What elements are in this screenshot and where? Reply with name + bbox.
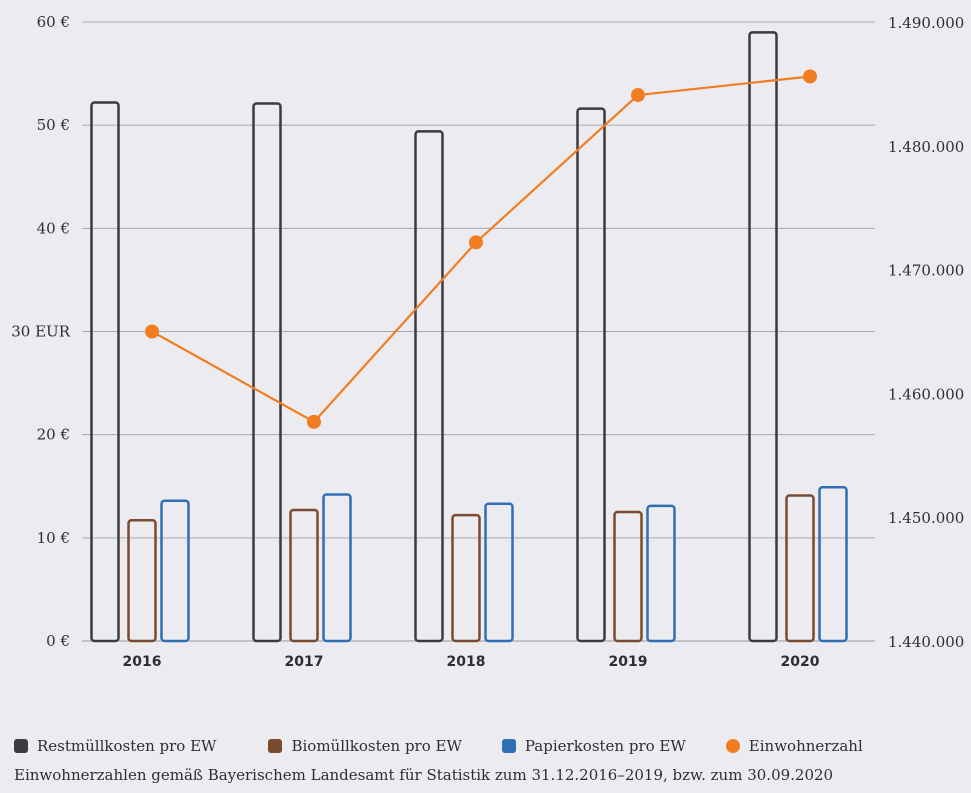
legend-item-papier[interactable]: Papierkosten pro EW (501, 737, 686, 755)
legend: Restmüllkosten pro EW Biomüllkosten pro … (14, 737, 903, 755)
y-axis-left: 0 € 10 € 20 € 30 EUR 40 € 50 € 60 € (11, 13, 70, 650)
x-tick-label: 2016 (123, 654, 162, 670)
bar-papier (646, 504, 676, 643)
legend-label: Biomüllkosten pro EW (291, 737, 462, 755)
y-left-tick-label: 60 € (37, 13, 70, 31)
y-left-tick-label: 50 € (37, 116, 70, 134)
y-axis-right: 1.440.000 1.450.000 1.460.000 1.470.000 1.48… (888, 14, 964, 651)
population-line (145, 69, 817, 429)
bar-restmuell (414, 130, 444, 643)
bars (90, 31, 848, 643)
bar-papier (322, 493, 352, 643)
y-right-tick-label: 1.470.000 (888, 262, 964, 280)
bar-biomuell (127, 519, 157, 643)
source-note: Einwohnerzahlen gemäß Bayerischem Landes… (14, 766, 834, 784)
population-point (469, 235, 483, 250)
population-point (307, 414, 321, 429)
x-tick-label: 2019 (609, 654, 648, 670)
bar-restmuell (252, 102, 282, 643)
legend-swatch (268, 739, 283, 753)
legend-swatch (14, 739, 28, 753)
x-tick-label: 2018 (447, 654, 486, 670)
y-right-tick-label: 1.490.000 (888, 14, 964, 32)
legend-label: Restmüllkosten pro EW (37, 737, 217, 755)
gridlines (82, 21, 875, 642)
bar-biomuell (613, 510, 643, 643)
bar-restmuell (576, 107, 606, 643)
y-left-tick-label: 40 € (37, 219, 70, 237)
x-tick-label: 2020 (781, 654, 820, 670)
population-point (803, 69, 817, 84)
legend-swatch (725, 739, 740, 753)
legend-item-restmuell[interactable]: Restmüllkosten pro EW (14, 737, 216, 755)
y-left-tick-label: 30 EUR (11, 323, 70, 341)
bar-restmuell (748, 31, 778, 643)
bar-papier (818, 486, 848, 643)
population-point (145, 324, 159, 339)
y-right-tick-label: 1.450.000 (888, 509, 964, 527)
y-right-tick-label: 1.440.000 (888, 633, 964, 651)
legend-item-biomuell[interactable]: Biomüllkosten pro EW (268, 737, 462, 755)
population-point (631, 88, 645, 103)
bar-biomuell (289, 508, 319, 643)
legend-item-einwohnerzahl[interactable]: Einwohnerzahl (725, 737, 863, 755)
population-line-path (151, 75, 811, 424)
bar-biomuell (451, 513, 481, 643)
legend-label: Papierkosten pro EW (524, 737, 686, 755)
y-left-tick-label: 0 € (46, 632, 70, 650)
bar-biomuell (785, 494, 815, 643)
y-left-tick-label: 10 € (37, 529, 70, 547)
y-right-tick-label: 1.460.000 (888, 385, 964, 403)
x-tick-label: 2017 (285, 654, 324, 670)
legend-label: Einwohnerzahl (748, 737, 863, 755)
legend-swatch (501, 739, 516, 753)
y-left-tick-label: 20 € (37, 426, 70, 444)
x-axis: 2016 2017 2018 2019 2020 (123, 654, 820, 670)
bar-papier (160, 499, 190, 643)
bar-papier (484, 502, 514, 643)
y-right-tick-label: 1.480.000 (888, 138, 964, 156)
bar-restmuell (90, 101, 120, 643)
